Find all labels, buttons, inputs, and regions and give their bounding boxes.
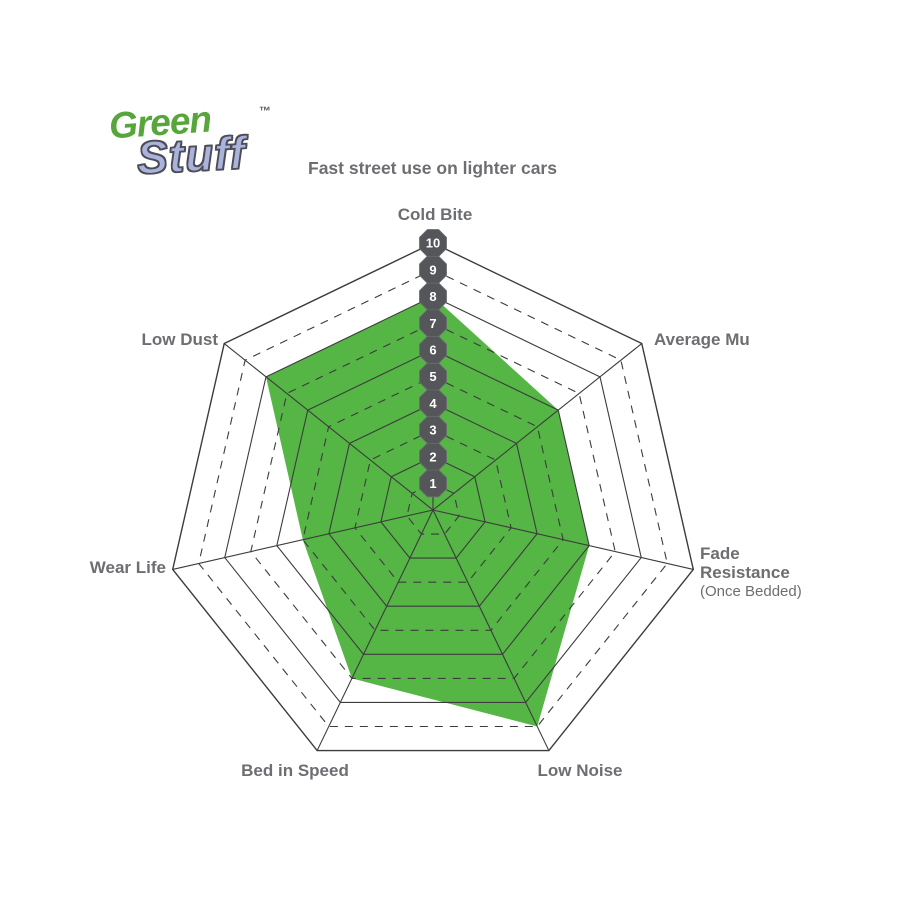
grid-ring-solid (224, 295, 642, 703)
scale-badge (419, 469, 447, 498)
scale-badge (419, 255, 447, 284)
scale-badge (419, 229, 447, 257)
scale-badge (419, 335, 447, 364)
grid-ring-dashed (302, 375, 564, 631)
axis-spoke (432, 343, 643, 511)
axis-label-low-noise: Low Noise (537, 761, 623, 780)
axis-label-low-dust: Low Dust (141, 330, 219, 349)
scale-badge-number: 4 (429, 396, 437, 411)
scale-badge (419, 309, 447, 338)
grid-ring-solid (328, 402, 538, 607)
axis-label-bed-in-speed: Bed in Speed (241, 761, 349, 780)
grid-ring-solid (276, 349, 590, 655)
axis-label-fade-resistance: Fade Resistance (700, 544, 790, 582)
scale-badge-number: 5 (429, 369, 436, 384)
axis-spoke (432, 509, 550, 751)
scale-badge-number: 2 (429, 449, 436, 464)
axis-spoke (223, 343, 434, 511)
scale-badge-number: 10 (426, 236, 440, 251)
grid-ring-dashed (198, 269, 668, 728)
axis-label-cold-bite: Cold Bite (397, 205, 473, 224)
axis-spoke (432, 509, 694, 570)
scale-badge-number: 8 (429, 289, 436, 304)
scale-badge (419, 389, 447, 418)
scale-badge-number: 1 (429, 476, 436, 491)
scale-badge (419, 282, 447, 311)
trademark-symbol: ™ (259, 104, 271, 118)
grid-ring-dashed (354, 429, 512, 583)
axis-spoke (172, 509, 434, 570)
greenstuff-logo: Green Stuff ™ (103, 96, 283, 196)
chart-title: Fast street use on lighter cars (308, 158, 557, 178)
scale-badge-number: 7 (429, 316, 436, 331)
grid-ring-solid (380, 455, 486, 559)
scale-badge-number: 9 (429, 262, 436, 277)
axis-label-average-mu: Average Mu (654, 330, 750, 349)
grid-ring-dashed (250, 322, 616, 679)
scale-badge-number: 6 (429, 342, 436, 357)
scale-badge-number: 3 (429, 423, 436, 438)
axis-spoke (316, 509, 434, 751)
axis-label-wear-life: Wear Life (89, 558, 166, 577)
scale-badge (419, 415, 447, 444)
grid-ring-solid (171, 242, 695, 752)
scale-badge (419, 362, 447, 391)
scale-badge (419, 442, 447, 471)
grid-ring-dashed (406, 482, 460, 535)
axis-label-fade-resistance-note: (Once Bedded) (700, 583, 802, 600)
